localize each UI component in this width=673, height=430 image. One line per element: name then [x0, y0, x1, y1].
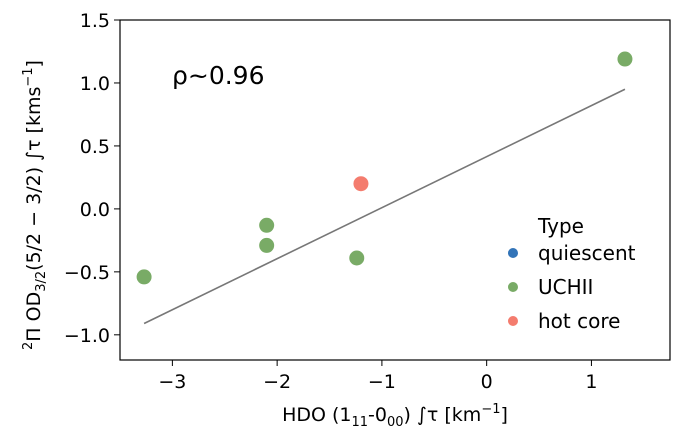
plot-frame — [119, 19, 671, 361]
y-tick-label: 1.5 — [80, 10, 110, 32]
x-axis-label-sub1: 11 — [352, 415, 369, 430]
x-tick-label: −3 — [158, 371, 186, 393]
correlation-annotation: ρ~0.96 — [172, 61, 264, 90]
legend-marker — [508, 282, 518, 292]
y-axis-label: 2Π OD3/2(5/2 − 3/2) ∫τ [kms−1] — [21, 60, 49, 350]
fit-line — [143, 88, 626, 325]
legend-title: Type — [537, 214, 584, 238]
data-point-uchii — [136, 269, 152, 285]
data-point-uchii — [259, 237, 275, 253]
legend: Type quiescent UCHII hot core — [508, 214, 636, 333]
x-axis-label-prefix: HDO (1 — [282, 404, 351, 426]
y-tick-label: 0.5 — [80, 136, 110, 158]
legend-marker — [508, 248, 518, 258]
data-point-uchii — [349, 250, 365, 266]
data-point-uchii — [617, 51, 633, 67]
x-axis-label-end: ] — [500, 404, 507, 426]
y-tick-label: −1.0 — [64, 325, 110, 347]
data-point-uchii — [259, 217, 275, 233]
data-point-hot-core — [353, 176, 369, 192]
legend-label: hot core — [538, 309, 620, 333]
y-tick-label: 1.0 — [80, 73, 110, 95]
x-tick-label: 0 — [481, 371, 493, 393]
y-axis-label-sup-pre: 2 — [21, 342, 36, 350]
legend-label: quiescent — [538, 241, 636, 265]
y-tick-label: 0.0 — [80, 199, 110, 221]
data-marks — [136, 51, 633, 325]
legend-marker — [508, 316, 518, 326]
x-tick-label: −2 — [263, 371, 291, 393]
y-axis-label-sub: 3/2 — [34, 271, 49, 292]
y-axis-label-sup: −1 — [21, 67, 36, 86]
y-axis-label-end: ] — [23, 60, 45, 67]
x-tick-label: −1 — [368, 371, 396, 393]
x-axis-label-suffix: ) ∫τ [km — [404, 404, 482, 426]
x-axis-label-mid: -0 — [368, 404, 387, 426]
x-axis-label-sup: −1 — [481, 402, 500, 417]
x-tick-label: 1 — [585, 371, 597, 393]
y-axis-label-prefix: Π OD — [23, 292, 45, 342]
x-axis-label: HDO (111-000) ∫τ [km−1] — [282, 402, 508, 430]
axis-ticks: −3 −2 −1 0 1 −1.0 −0.5 0.0 0.5 1.0 1.5 — [64, 10, 598, 393]
y-axis-label-mid: (5/2 − 3/2) ∫τ [kms — [23, 87, 45, 271]
legend-label: UCHII — [538, 275, 593, 299]
y-tick-label: −0.5 — [64, 262, 110, 284]
x-axis-label-sub2: 00 — [387, 415, 404, 430]
